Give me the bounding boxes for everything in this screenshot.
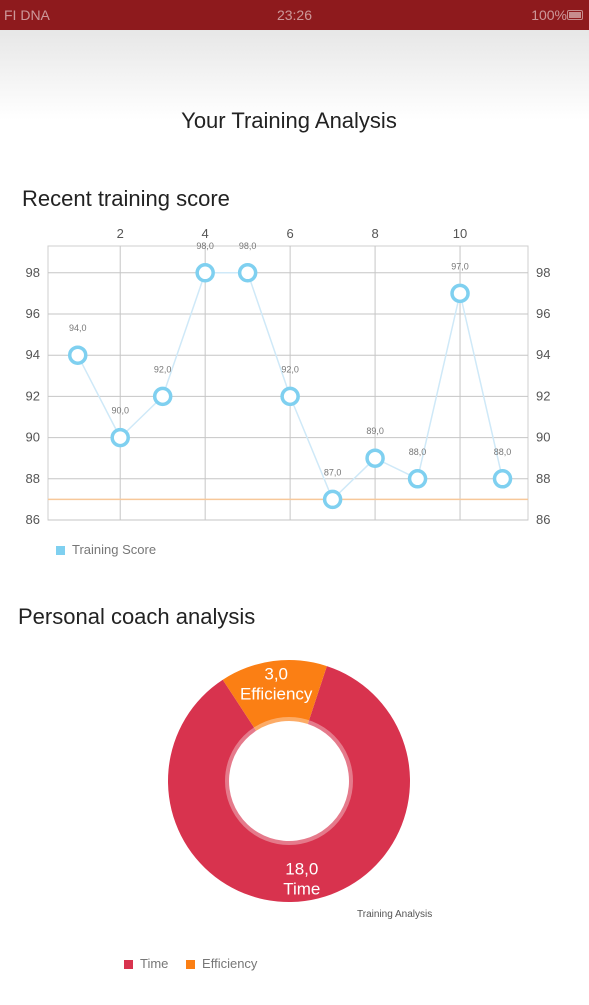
data-label: 97,0 [451, 261, 469, 271]
data-point [322, 489, 343, 510]
training-score-line-chart[interactable]: 86 86 88 88 90 90 92 92 94 94 96 96 98 98 2 4 6 8 10 94,0 90… [0, 0, 589, 560]
y-tick-label-right: 98 [536, 265, 550, 280]
y-tick-label-right: 90 [536, 430, 550, 445]
legend-swatch [56, 546, 65, 555]
slice-name-label: Time [283, 880, 320, 899]
status-bar: FI DNA 23:26 100% [0, 0, 589, 30]
slice-value-label: 3,0 [264, 664, 288, 683]
slice-efficiency [222, 660, 327, 731]
data-label: 90,0 [111, 406, 129, 416]
data-label: 89,0 [366, 426, 384, 436]
y-tick-label-left: 98 [26, 265, 40, 280]
battery-percent: 100% [531, 7, 567, 23]
x-tick-label: 2 [117, 226, 124, 241]
y-tick-label-right: 94 [536, 347, 550, 362]
navigation-bar [0, 30, 589, 120]
legend-label-training-score: Training Score [72, 542, 157, 557]
y-tick-label-left: 94 [26, 347, 40, 362]
line-chart-legend: Training Score [56, 542, 156, 557]
x-tick-label: 6 [287, 226, 294, 241]
data-point [280, 386, 300, 407]
y-tick-label-left: 92 [26, 388, 40, 403]
data-point [152, 386, 173, 407]
x-tick-label: 8 [371, 226, 378, 241]
data-point [237, 263, 258, 283]
y-tick-label-left: 86 [26, 512, 40, 527]
data-point [365, 448, 385, 468]
data-label: 94,0 [69, 323, 87, 333]
data-point [67, 345, 88, 365]
data-point [492, 469, 513, 489]
donut-hole [233, 725, 345, 837]
data-label: 88,0 [409, 447, 427, 457]
data-point [110, 427, 130, 448]
donut-hole-ring [225, 717, 353, 845]
legend-swatch-time [124, 960, 133, 969]
y-tick-label-left: 96 [26, 306, 40, 321]
legend-swatch-efficiency [186, 960, 196, 969]
y-tick-label-right: 86 [536, 512, 550, 527]
donut-description: Training Analysis [357, 909, 433, 920]
data-point [407, 469, 428, 489]
donut-chart-title: Personal coach analysis [18, 604, 256, 629]
data-label: 92,0 [281, 364, 299, 374]
line-chart-title: Recent training score [22, 186, 230, 211]
y-tick-label-left: 90 [26, 430, 40, 445]
slice-time [167, 666, 410, 902]
x-tick-label: 4 [202, 226, 209, 241]
legend-label-efficiency: Efficiency [202, 956, 258, 971]
clock: 23:26 [276, 7, 313, 23]
slice-name-label: Efficiency [240, 684, 313, 703]
carrier-label: FI DNA [4, 7, 50, 23]
data-label: 88,0 [494, 447, 512, 457]
donut-chart-legend: Time Efficiency [124, 956, 271, 971]
data-label: 98,0 [196, 241, 214, 251]
page-title: Your Training Analysis [181, 108, 397, 133]
data-label: 92,0 [154, 364, 172, 374]
data-label: 98,0 [239, 241, 257, 251]
slice-value-label: 18,0 [285, 860, 318, 879]
y-tick-label-right: 96 [536, 306, 550, 321]
y-tick-label-right: 88 [536, 471, 550, 486]
battery-icon [567, 10, 583, 20]
data-point [450, 283, 470, 304]
y-tick-label-right: 92 [536, 388, 550, 403]
x-tick-label: 10 [453, 226, 467, 241]
data-label: 87,0 [324, 467, 342, 477]
y-tick-label-left: 88 [26, 471, 40, 486]
data-point [195, 263, 215, 283]
legend-label-time: Time [140, 956, 169, 971]
